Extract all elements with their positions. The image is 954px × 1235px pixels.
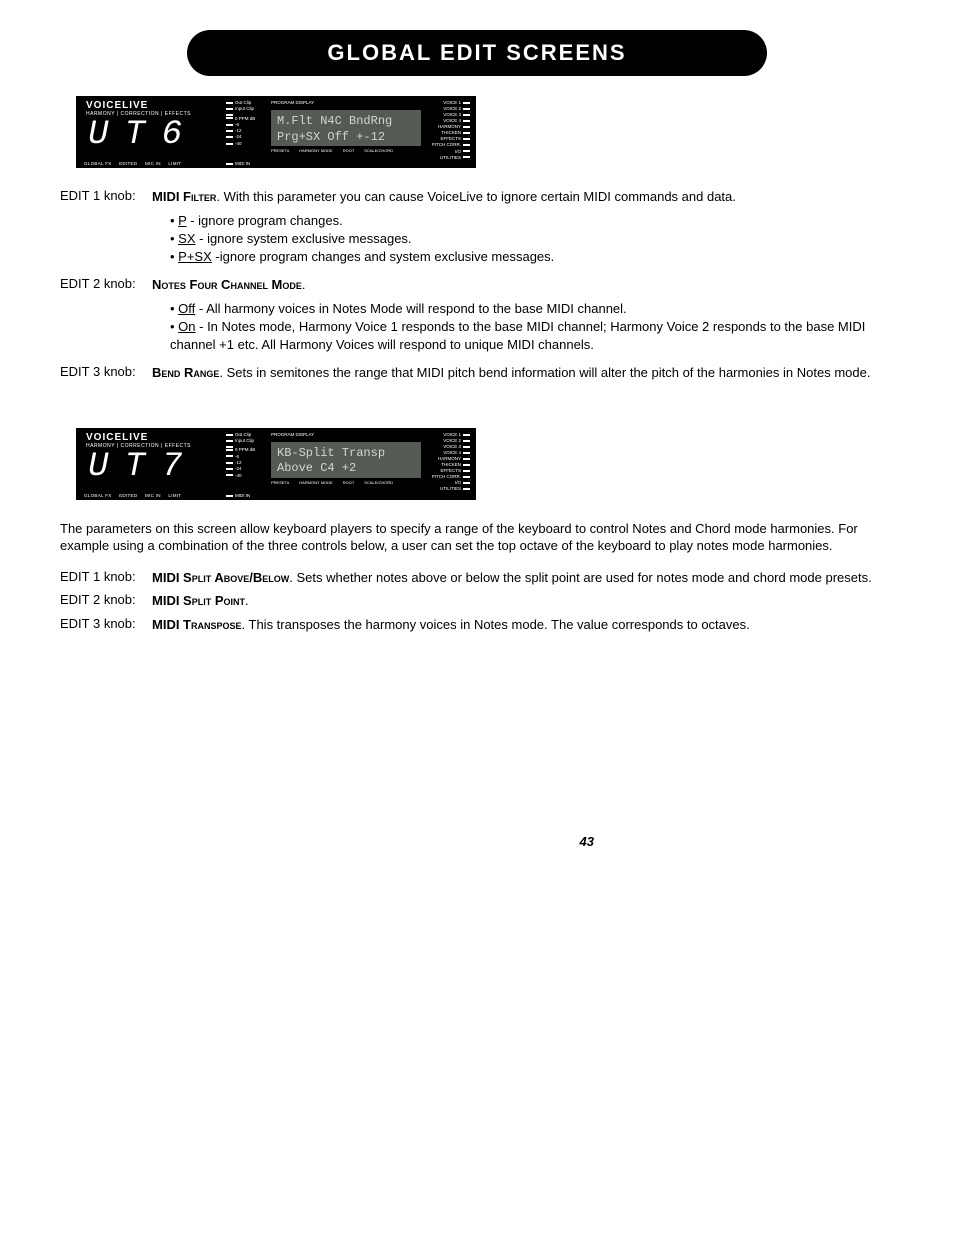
device-panel-ut7: VOICELIVE HARMONY | CORRECTION | EFFECTS… bbox=[76, 428, 476, 500]
midi-in-label: MIDI IN bbox=[226, 493, 250, 498]
lcd-screen: M.Flt N4C BndRng Prg+SX Off +-12 bbox=[271, 110, 421, 146]
device-brand: VOICELIVE bbox=[86, 432, 148, 443]
device-meter: Out Clip Input Clip 0 PPM dB -6 -12 -24 … bbox=[226, 432, 255, 479]
lcd-bottom-labels: PRESET# HARMONY MODE ROOT SCALE/CHORD bbox=[271, 148, 393, 153]
page-number: 43 bbox=[60, 834, 894, 849]
lcd-bottom-labels: PRESET# HARMONY MODE ROOT SCALE/CHORD bbox=[271, 480, 393, 485]
page-title: GLOBAL EDIT SCREENS bbox=[187, 30, 767, 76]
device-bottom-buttons: GLOBAL FX EDITED MIC IN LIMIT bbox=[84, 161, 187, 166]
edit2b-label: EDIT 2 knob: bbox=[60, 592, 152, 610]
edit2-label: EDIT 2 knob: bbox=[60, 276, 152, 294]
program-display-label: PROGRAM DISPLAY bbox=[271, 432, 314, 437]
lcd-screen: KB-Split Transp Above C4 +2 bbox=[271, 442, 421, 478]
edit1-row: EDIT 1 knob: MIDI Filter. With this para… bbox=[60, 188, 894, 206]
device-brand: VOICELIVE bbox=[86, 100, 148, 111]
edit2-desc: Notes Four Channel Mode. bbox=[152, 276, 894, 294]
edit1b-desc: MIDI Split Above/Below. Sets whether not… bbox=[152, 569, 894, 587]
edit1b-label: EDIT 1 knob: bbox=[60, 569, 152, 587]
device-right-labels: VOICE 1 VOICE 2 VOICE 3 VOICE 4 HARMONY … bbox=[432, 100, 470, 161]
edit3b-desc: MIDI Transpose. This transposes the harm… bbox=[152, 616, 894, 634]
edit1-label: EDIT 1 knob: bbox=[60, 188, 152, 206]
edit3b-label: EDIT 3 knob: bbox=[60, 616, 152, 634]
edit2b-row: EDIT 2 knob: MIDI Split Point. bbox=[60, 592, 894, 610]
edit3-row: EDIT 3 knob: Bend Range. Sets in semiton… bbox=[60, 364, 894, 382]
segment-display: U T 7 bbox=[88, 450, 180, 484]
edit1b-row: EDIT 1 knob: MIDI Split Above/Below. Set… bbox=[60, 569, 894, 587]
device-meter: Out Clip Input Clip 0 PPM dB -6 -12 -24 … bbox=[226, 100, 255, 147]
edit1-desc: MIDI Filter. With this parameter you can… bbox=[152, 188, 894, 206]
program-display-label: PROGRAM DISPLAY bbox=[271, 100, 314, 105]
device-bottom-buttons: GLOBAL FX EDITED MIC IN LIMIT bbox=[84, 493, 187, 498]
intro-paragraph: The parameters on this screen allow keyb… bbox=[60, 520, 894, 555]
edit2-bullets: Off - All harmony voices in Notes Mode w… bbox=[170, 300, 894, 355]
edit3b-row: EDIT 3 knob: MIDI Transpose. This transp… bbox=[60, 616, 894, 634]
device-panel-ut6: VOICELIVE HARMONY | CORRECTION | EFFECTS… bbox=[76, 96, 476, 168]
edit3-desc: Bend Range. Sets in semitones the range … bbox=[152, 364, 894, 382]
segment-display: U T 6 bbox=[88, 118, 180, 152]
edit3-label: EDIT 3 knob: bbox=[60, 364, 152, 382]
device-right-labels: VOICE 1 VOICE 2 VOICE 3 VOICE 4 HARMONY … bbox=[432, 432, 470, 493]
edit2b-desc: MIDI Split Point. bbox=[152, 592, 894, 610]
midi-in-label: MIDI IN bbox=[226, 161, 250, 166]
edit2-row: EDIT 2 knob: Notes Four Channel Mode. bbox=[60, 276, 894, 294]
edit1-bullets: P - ignore program changes. SX - ignore … bbox=[170, 212, 894, 267]
